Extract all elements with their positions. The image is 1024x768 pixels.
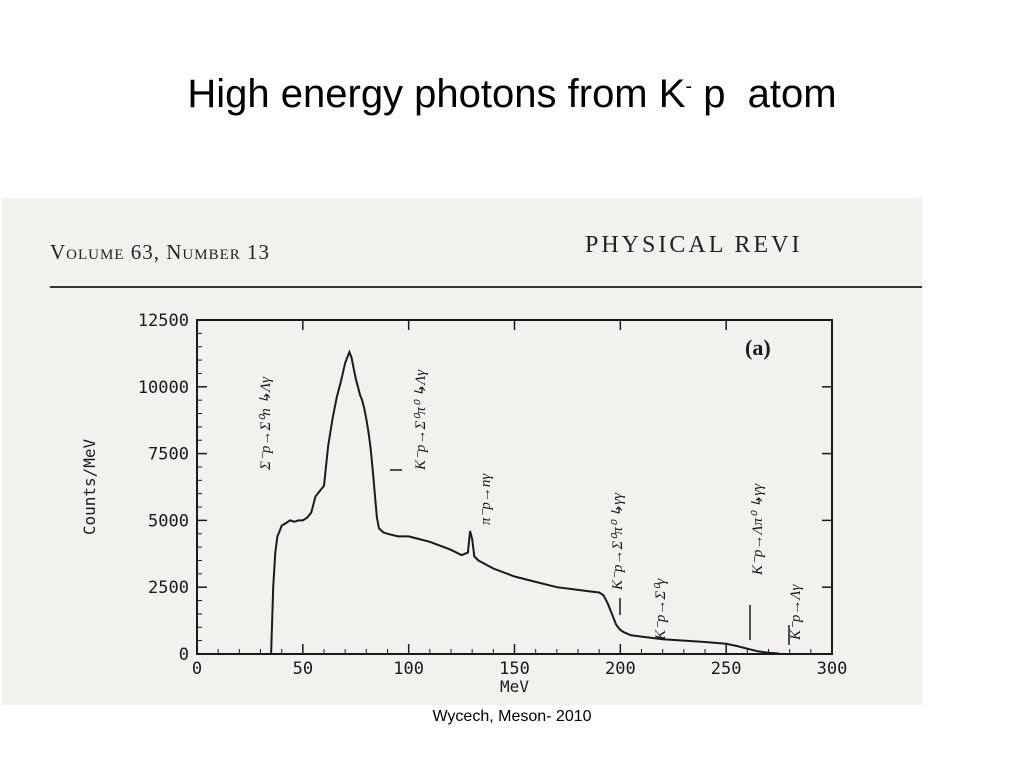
x-tick-label: 50 [293, 659, 313, 679]
x-axis-title: MeV [500, 677, 529, 696]
y-tick-label: 7500 [148, 445, 189, 465]
y-tick-label: 10000 [138, 378, 189, 398]
y-tick-label: 0 [179, 645, 189, 665]
x-tick-label: 250 [711, 659, 742, 679]
panel-label: (a) [745, 335, 771, 360]
title-main: High energy photons from K [187, 72, 686, 116]
title-superscript: - [685, 75, 693, 98]
reaction-label: K⁻p→Λπ⁰ ↳γγ [750, 483, 766, 576]
reaction-label: K⁻p→Σ⁰π⁰ ↳γγ [610, 492, 626, 591]
journal-volume: Volume 63, Number 13 [50, 240, 271, 264]
y-tick-label: 2500 [148, 578, 189, 598]
slide-title: High energy photons from K- p atom [0, 72, 1024, 117]
slide-caption: Wycech, Meson- 2010 [432, 708, 592, 725]
title-end: p atom [692, 72, 837, 116]
x-tick-label: 150 [499, 659, 530, 679]
reaction-label: K⁻p→Σ⁰γ [653, 578, 669, 641]
y-tick-label: 5000 [148, 511, 189, 531]
journal-name: PHYSICAL REVI [585, 232, 803, 258]
reaction-label: π⁻p→nγ [478, 473, 494, 525]
spectrum-line [270, 349, 780, 655]
x-tick-label: 300 [817, 659, 848, 679]
y-tick-label: 12500 [138, 311, 189, 331]
x-tick-label: 0 [192, 659, 202, 679]
scanned-figure [2, 198, 922, 705]
x-tick-label: 100 [393, 659, 424, 679]
x-tick-label: 200 [605, 659, 636, 679]
reaction-label: K⁻p→Σ⁰π⁰ ↳Λγ [413, 369, 429, 471]
header-rule [50, 286, 922, 288]
reaction-label: Σ⁻p→Σ⁰n ↳Λγ [258, 376, 274, 471]
y-axis-title: Counts/MeV [80, 438, 99, 535]
plot-frame [196, 319, 833, 655]
reaction-label: K⁻p→Λγ [788, 584, 804, 641]
